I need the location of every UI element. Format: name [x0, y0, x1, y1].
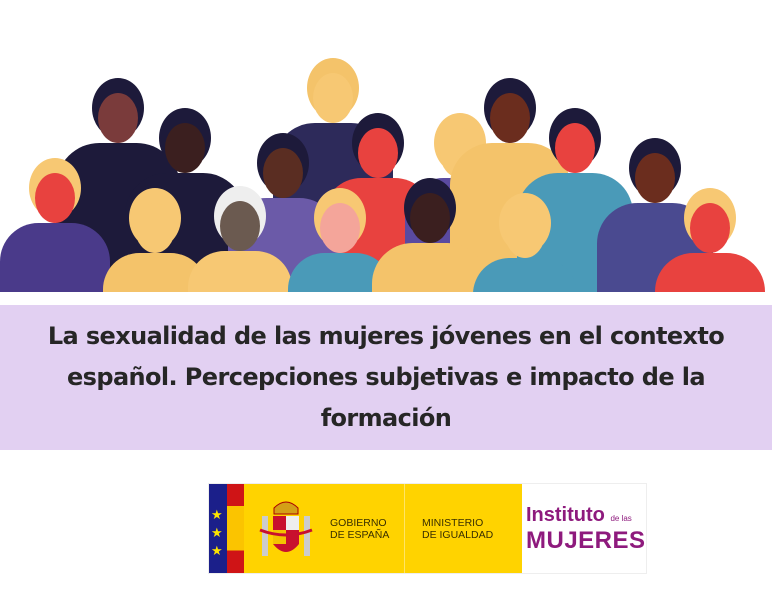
- mujeres-word: MUJERES: [526, 526, 646, 554]
- document-title: La sexualidad de las mujeres jóvenes en …: [47, 322, 725, 432]
- ministerio-line2: DE IGUALDAD: [422, 528, 494, 541]
- star-icon: ★: [211, 525, 223, 540]
- woman-figure: [0, 158, 110, 292]
- gobierno-label: GOBIERNO DE ESPAÑA: [330, 517, 389, 541]
- woman-figure: [288, 188, 392, 292]
- gobierno-ministerio-panel: GOBIERNO DE ESPAÑA MINISTERIO DE IGUALDA…: [244, 484, 522, 573]
- woman-figure: [655, 188, 765, 292]
- spain-flag-strip: [227, 484, 244, 573]
- coat-of-arms-icon: [259, 501, 313, 556]
- instituto-mujeres-logo: Instituto de las MUJERES: [522, 484, 646, 573]
- woman-figure: [473, 193, 577, 292]
- instituto-small: de las: [610, 513, 632, 523]
- divider: [404, 484, 405, 573]
- title-band: La sexualidad de las mujeres jóvenes en …: [0, 305, 772, 450]
- ministerio-line1: MINISTERIO: [422, 516, 484, 529]
- star-icon: ★: [211, 543, 223, 558]
- woman-figure: [372, 178, 488, 292]
- star-icon: ★: [211, 507, 223, 522]
- gobierno-line2: DE ESPAÑA: [330, 528, 390, 541]
- gobierno-line1: GOBIERNO: [330, 516, 387, 529]
- woman-figure: [103, 188, 207, 292]
- eu-flag-strip: ★ ★ ★: [209, 484, 227, 573]
- instituto-word: Instituto: [526, 503, 605, 526]
- ministerio-label: MINISTERIO DE IGUALDAD: [422, 517, 493, 541]
- woman-figure: [188, 186, 292, 292]
- women-group-illustration: [0, 58, 765, 292]
- woman-figure: [597, 138, 713, 292]
- government-logo-block: ★ ★ ★ GOBIERNO DE ESPAÑA MINISTERIO DE I…: [208, 483, 647, 574]
